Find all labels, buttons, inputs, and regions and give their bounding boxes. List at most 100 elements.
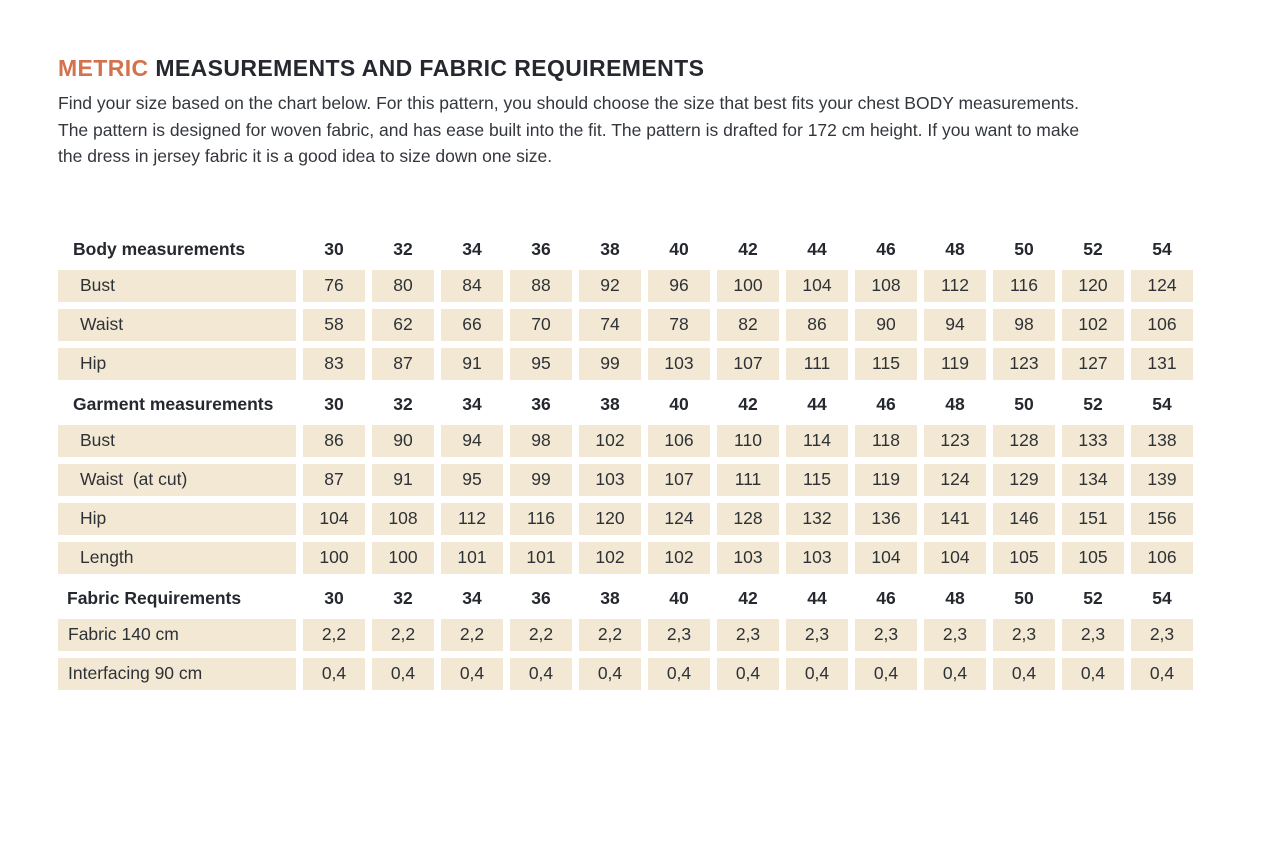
value-cell: 99 xyxy=(579,347,641,380)
value-cell: 106 xyxy=(1131,541,1193,574)
size-header-cell: 54 xyxy=(1152,239,1172,259)
size-header-cell: 48 xyxy=(945,239,965,259)
value-cell: 66 xyxy=(441,308,503,341)
value-cell: 82 xyxy=(717,308,779,341)
size-header-cell: 38 xyxy=(600,588,620,608)
value-cell: 106 xyxy=(1131,308,1193,341)
value-cell: 115 xyxy=(786,463,848,496)
value-cell: 2,3 xyxy=(855,618,917,651)
size-header-cell: 54 xyxy=(1152,588,1172,608)
value-cell: 119 xyxy=(855,463,917,496)
value-cell: 112 xyxy=(441,502,503,535)
size-header-cell: 30 xyxy=(324,394,344,414)
value-cell: 107 xyxy=(648,463,710,496)
value-cell: 76 xyxy=(303,269,365,302)
value-cell: 94 xyxy=(441,424,503,457)
size-header-cell: 32 xyxy=(393,394,413,414)
pattern-instructions-page: METRIC MEASUREMENTS AND FABRIC REQUIREME… xyxy=(58,55,1193,690)
value-cell: 90 xyxy=(855,308,917,341)
value-cell: 128 xyxy=(717,502,779,535)
value-cell: 0,4 xyxy=(993,657,1055,690)
value-cell: 83 xyxy=(303,347,365,380)
value-cell: 116 xyxy=(510,502,572,535)
value-cell: 90 xyxy=(372,424,434,457)
value-cell: 2,2 xyxy=(579,618,641,651)
value-cell: 74 xyxy=(579,308,641,341)
row-label: Interfacing 90 cm xyxy=(58,657,296,690)
size-header-cell: 50 xyxy=(1014,239,1034,259)
value-cell: 129 xyxy=(993,463,1055,496)
value-cell: 136 xyxy=(855,502,917,535)
size-header-cell: 44 xyxy=(807,394,827,414)
size-header-cell: 36 xyxy=(531,239,551,259)
value-cell: 87 xyxy=(303,463,365,496)
table-row: Bust 86 90 94 98 102 106 110 114 118 123 128 133 138 xyxy=(58,424,1193,457)
value-cell: 115 xyxy=(855,347,917,380)
value-cell: 104 xyxy=(855,541,917,574)
value-cell: 124 xyxy=(648,502,710,535)
value-cell: 99 xyxy=(510,463,572,496)
value-cell: 94 xyxy=(924,308,986,341)
value-cell: 0,4 xyxy=(510,657,572,690)
value-cell: 104 xyxy=(924,541,986,574)
value-cell: 92 xyxy=(579,269,641,302)
size-header-cell: 52 xyxy=(1083,239,1103,259)
size-header-cell: 52 xyxy=(1083,394,1103,414)
value-cell: 103 xyxy=(579,463,641,496)
value-cell: 100 xyxy=(303,541,365,574)
section-header-label: Garment measurements xyxy=(73,394,274,414)
value-cell: 98 xyxy=(993,308,1055,341)
size-header-cell: 40 xyxy=(669,239,689,259)
value-cell: 108 xyxy=(855,269,917,302)
value-cell: 108 xyxy=(372,502,434,535)
size-header-cell: 46 xyxy=(876,239,896,259)
value-cell: 127 xyxy=(1062,347,1124,380)
table-section: Garment measurements 30 32 34 36 38 40 42 44 46 48… xyxy=(58,387,1193,574)
row-label: Bust xyxy=(58,269,296,302)
size-header-cell: 54 xyxy=(1152,394,1172,414)
value-cell: 111 xyxy=(717,463,779,496)
value-cell: 95 xyxy=(441,463,503,496)
value-cell: 118 xyxy=(855,424,917,457)
row-label: Hip xyxy=(58,502,296,535)
value-cell: 78 xyxy=(648,308,710,341)
value-cell: 86 xyxy=(786,308,848,341)
size-header-cell: 44 xyxy=(807,588,827,608)
value-cell: 95 xyxy=(510,347,572,380)
row-label: Length xyxy=(58,541,296,574)
page-title-rest: MEASUREMENTS AND FABRIC REQUIREMENTS xyxy=(148,55,705,81)
size-header-cell: 52 xyxy=(1083,588,1103,608)
size-header-cell: 30 xyxy=(324,239,344,259)
value-cell: 0,4 xyxy=(303,657,365,690)
size-header-cell: 34 xyxy=(462,239,482,259)
value-cell: 0,4 xyxy=(1131,657,1193,690)
table-row: Hip 83 87 91 95 99 103 107 111 115 119 123 127 131 xyxy=(58,347,1193,380)
size-header-cell: 42 xyxy=(738,588,758,608)
value-cell: 100 xyxy=(717,269,779,302)
value-cell: 151 xyxy=(1062,502,1124,535)
value-cell: 86 xyxy=(303,424,365,457)
value-cell: 2,3 xyxy=(786,618,848,651)
section-header-row: Fabric Requirements 30 32 34 36 38 40 42 44 46 48 5… xyxy=(58,581,1193,617)
value-cell: 2,3 xyxy=(1131,618,1193,651)
value-cell: 111 xyxy=(786,347,848,380)
value-cell: 0,4 xyxy=(579,657,641,690)
value-cell: 62 xyxy=(372,308,434,341)
value-cell: 128 xyxy=(993,424,1055,457)
section-header-label: Body measurements xyxy=(73,239,246,259)
size-header-cell: 36 xyxy=(531,394,551,414)
value-cell: 80 xyxy=(372,269,434,302)
size-header-cell: 50 xyxy=(1014,394,1034,414)
table-row: Interfacing 90 cm 0,4 0,4 0,4 0,4 0,4 0,4 0,4 0,… xyxy=(58,657,1193,690)
value-cell: 102 xyxy=(648,541,710,574)
size-header-cell: 32 xyxy=(393,588,413,608)
value-cell: 141 xyxy=(924,502,986,535)
value-cell: 2,3 xyxy=(924,618,986,651)
size-header-cell: 40 xyxy=(669,588,689,608)
row-label: Bust xyxy=(58,424,296,457)
table-row: Waist (at cut) 87 91 95 99 103 107 111 115 119 124… xyxy=(58,463,1193,496)
table-section: Fabric Requirements 30 32 34 36 38 40 42 44 46 48 5… xyxy=(58,581,1193,690)
value-cell: 0,4 xyxy=(648,657,710,690)
value-cell: 58 xyxy=(303,308,365,341)
size-header-cell: 30 xyxy=(324,588,344,608)
